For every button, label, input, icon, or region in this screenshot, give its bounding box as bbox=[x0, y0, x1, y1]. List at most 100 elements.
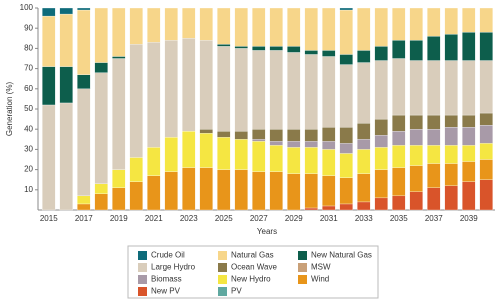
bar-segment bbox=[94, 183, 108, 194]
bar-segment bbox=[339, 143, 353, 154]
bar-segment bbox=[444, 60, 458, 116]
legend-label: MSW bbox=[311, 263, 331, 272]
bar-segment bbox=[217, 137, 231, 170]
bar-segment bbox=[147, 7, 161, 43]
bar-segment bbox=[129, 181, 143, 211]
bar-segment bbox=[427, 145, 441, 164]
legend-box bbox=[127, 245, 379, 299]
bar-segment bbox=[409, 191, 423, 211]
bar-segment bbox=[269, 141, 283, 146]
bar-segment bbox=[339, 54, 353, 65]
bar-segment bbox=[322, 7, 336, 51]
bar-segment bbox=[479, 125, 493, 144]
bar-segment bbox=[392, 145, 406, 168]
bar-segment bbox=[427, 36, 441, 61]
bar-segment bbox=[357, 122, 371, 140]
legend-label: Wind bbox=[311, 275, 329, 284]
legend-swatch bbox=[218, 287, 227, 296]
bar-segment bbox=[304, 50, 318, 55]
bar-segment bbox=[304, 207, 318, 211]
bar-segment bbox=[392, 131, 406, 146]
bar-segment bbox=[304, 147, 318, 174]
bar-segment bbox=[392, 195, 406, 211]
y-tick-label: 30 bbox=[24, 145, 33, 154]
legend-swatch bbox=[138, 287, 147, 296]
bar-segment bbox=[462, 32, 476, 61]
x-tick-label: 2037 bbox=[425, 214, 443, 223]
legend-label: Ocean Wave bbox=[231, 263, 277, 272]
bar-segment bbox=[374, 135, 388, 148]
bar-segment bbox=[287, 52, 301, 130]
bar-segment bbox=[147, 42, 161, 148]
bar-segment bbox=[462, 181, 476, 211]
bar-segment bbox=[129, 44, 143, 158]
bar-segment bbox=[182, 38, 196, 132]
bar-segment bbox=[462, 114, 476, 128]
bar-segment bbox=[164, 171, 178, 211]
bar-segment bbox=[42, 66, 56, 106]
bar-segment bbox=[392, 58, 406, 116]
bar-segment bbox=[392, 7, 406, 41]
bar-segment bbox=[234, 46, 248, 49]
bar-segment bbox=[164, 7, 178, 41]
bar-segment bbox=[269, 50, 283, 130]
legend-label: Crude Oil bbox=[151, 251, 185, 260]
bar-segment bbox=[112, 58, 126, 170]
bar-segment bbox=[444, 185, 458, 211]
bar-segment bbox=[287, 46, 301, 53]
bar-segment bbox=[234, 139, 248, 170]
bar-segment bbox=[374, 46, 388, 61]
legend-label: New Hydro bbox=[231, 275, 271, 284]
bar-segment bbox=[444, 7, 458, 35]
legend-label: Natural Gas bbox=[231, 251, 274, 260]
bar-segment bbox=[339, 177, 353, 205]
y-tick-label: 80 bbox=[24, 44, 33, 53]
legend-swatch bbox=[138, 275, 147, 284]
bar-segment bbox=[462, 7, 476, 33]
legend-swatch bbox=[138, 251, 147, 260]
bar-segment bbox=[269, 7, 283, 47]
bar-segment bbox=[339, 64, 353, 128]
bar-segment bbox=[217, 131, 231, 138]
bar-segment bbox=[322, 127, 336, 142]
y-tick-label: 40 bbox=[24, 124, 33, 133]
bar-segment bbox=[409, 165, 423, 192]
bar-segment bbox=[234, 48, 248, 132]
legend-label: Biomass bbox=[151, 275, 182, 284]
bar-segment bbox=[304, 141, 318, 148]
bar-segment bbox=[357, 7, 371, 51]
bar-segment bbox=[427, 163, 441, 188]
x-tick-label: 2027 bbox=[250, 214, 268, 223]
bar-segment bbox=[374, 7, 388, 47]
bar-segment bbox=[444, 145, 458, 164]
bar-segment bbox=[287, 7, 301, 47]
bar-segment bbox=[339, 153, 353, 178]
x-tick-label: 2019 bbox=[110, 214, 128, 223]
bar-segment bbox=[77, 195, 91, 205]
bar-segment bbox=[94, 193, 108, 211]
bar-segment bbox=[357, 173, 371, 203]
bar-segment bbox=[287, 141, 301, 148]
bar-segment bbox=[112, 7, 126, 57]
x-tick-label: 2015 bbox=[40, 214, 58, 223]
bar-segment bbox=[269, 145, 283, 172]
bar-segment bbox=[479, 7, 493, 33]
bar-segment bbox=[392, 167, 406, 197]
legend-swatch bbox=[298, 263, 307, 272]
y-tick-label: 10 bbox=[24, 185, 33, 194]
bar-segment bbox=[409, 114, 423, 130]
bar-segment bbox=[427, 7, 441, 37]
legend-label: Large Hydro bbox=[151, 263, 196, 272]
bar-segment bbox=[409, 40, 423, 61]
x-tick-label: 2029 bbox=[285, 214, 303, 223]
legend-swatch bbox=[138, 263, 147, 272]
bar-segment bbox=[77, 203, 91, 211]
bar-segment bbox=[462, 161, 476, 182]
x-axis-label: Years bbox=[257, 227, 277, 236]
x-tick-label: 2023 bbox=[180, 214, 198, 223]
bar-segment bbox=[409, 129, 423, 146]
bar-segment bbox=[374, 147, 388, 170]
bar-segment bbox=[199, 167, 213, 211]
y-tick-label: 60 bbox=[24, 84, 33, 93]
bar-segment bbox=[479, 159, 493, 180]
